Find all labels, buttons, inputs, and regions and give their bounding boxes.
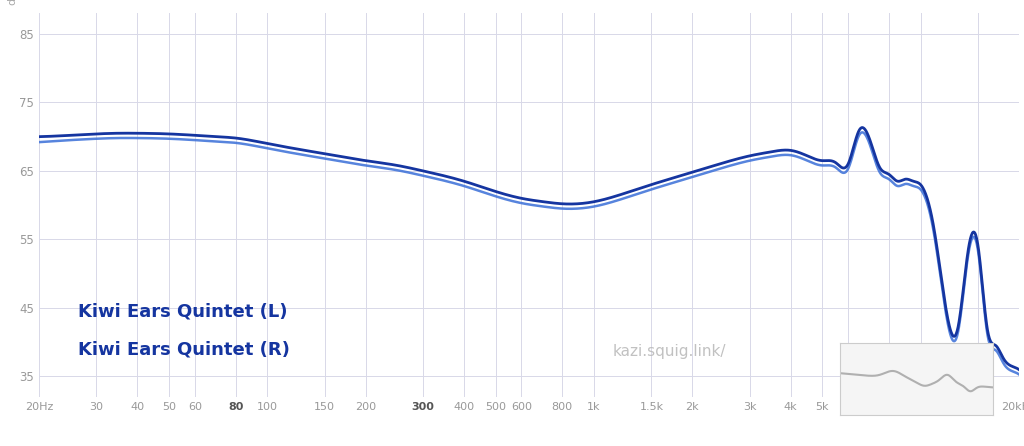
Text: kazi.squig.link/: kazi.squig.link/: [612, 343, 726, 359]
Text: Kiwi Ears Quintet (L): Kiwi Ears Quintet (L): [78, 302, 288, 320]
Y-axis label: dB: dB: [7, 0, 17, 5]
Text: Kiwi Ears Quintet (R): Kiwi Ears Quintet (R): [78, 341, 290, 359]
